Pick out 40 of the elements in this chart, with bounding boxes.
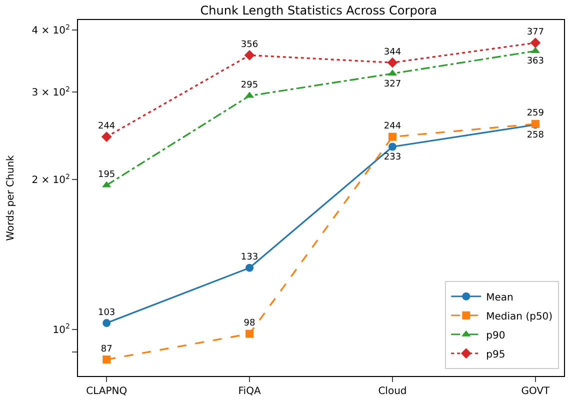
data-label: 133 bbox=[240, 252, 258, 263]
point bbox=[102, 356, 111, 364]
data-label: 244 bbox=[384, 122, 402, 132]
point bbox=[244, 50, 255, 60]
x-tick-label: FiQA bbox=[238, 386, 261, 397]
point bbox=[101, 132, 112, 142]
legend-label: p90 bbox=[486, 330, 506, 342]
point bbox=[388, 132, 396, 141]
y-tick-label: 2 × 10$^{2}$ bbox=[32, 173, 70, 186]
legend-label: p95 bbox=[486, 349, 506, 360]
data-label: 195 bbox=[98, 170, 116, 180]
data-label: 244 bbox=[98, 122, 116, 132]
data-label: 98 bbox=[244, 318, 256, 329]
point bbox=[246, 330, 254, 338]
legend-label: Mean bbox=[486, 292, 514, 304]
y-axis-title: Words per Chunk bbox=[6, 154, 17, 241]
data-label: 356 bbox=[240, 40, 258, 50]
data-label: 259 bbox=[526, 108, 544, 119]
data-label: 363 bbox=[526, 56, 544, 67]
x-tick-label: Cloud bbox=[378, 386, 407, 397]
data-label: 344 bbox=[384, 47, 402, 58]
point bbox=[102, 319, 111, 328]
data-label: 103 bbox=[98, 308, 116, 318]
legend-label: Median (p50) bbox=[486, 311, 553, 322]
x-tick-label: CLAPNQ bbox=[86, 386, 128, 397]
point bbox=[530, 38, 541, 48]
data-label: 233 bbox=[384, 152, 402, 162]
data-label: 295 bbox=[240, 80, 258, 91]
data-label: 258 bbox=[526, 130, 544, 140]
y-tick-label: 3 × 10$^{2}$ bbox=[32, 85, 70, 99]
data-label: 87 bbox=[100, 344, 112, 354]
data-label: 327 bbox=[384, 79, 402, 90]
chart-title: Chunk Length Statistics Across Corpora bbox=[200, 3, 437, 18]
point bbox=[388, 142, 396, 151]
point bbox=[246, 264, 254, 272]
y-tick-label: 4 × 10$^{2}$ bbox=[32, 23, 70, 37]
point bbox=[387, 57, 398, 68]
data-label: 377 bbox=[526, 28, 544, 38]
y-tick-label: 10$^{2}$ bbox=[52, 322, 70, 336]
x-tick-label: GOVT bbox=[521, 386, 550, 397]
